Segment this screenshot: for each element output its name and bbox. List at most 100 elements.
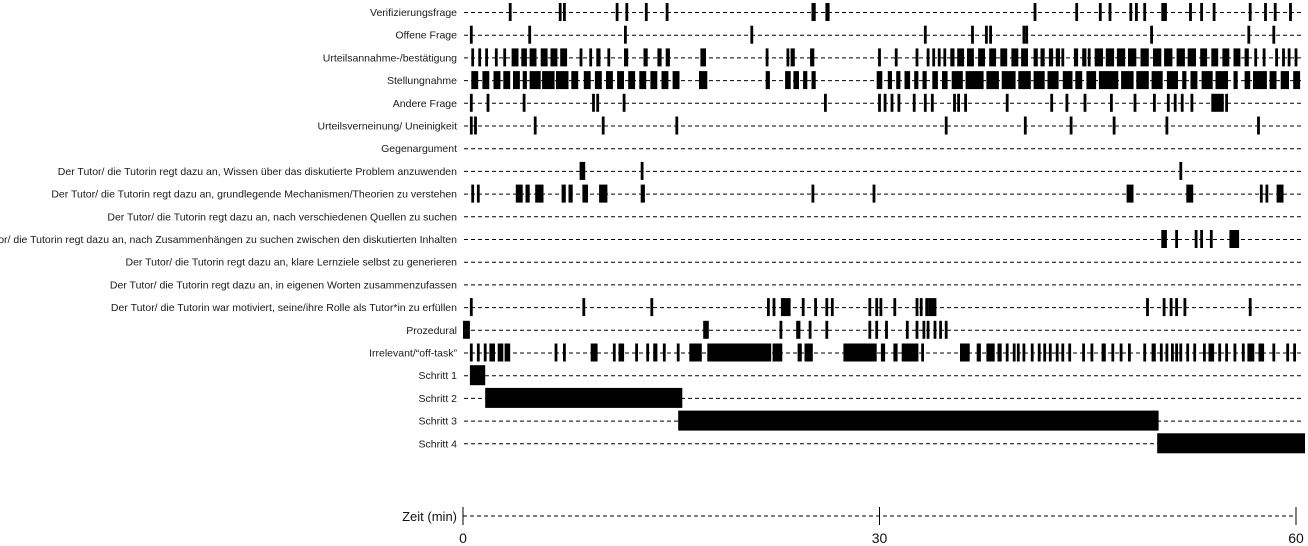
event-bar (971, 25, 974, 44)
event-bar (1164, 48, 1173, 67)
event-bar (780, 298, 791, 317)
event-bar (868, 298, 872, 317)
event-bar (1050, 93, 1054, 112)
event-bar (942, 71, 948, 90)
event-bar (525, 184, 530, 203)
event-bar (601, 116, 605, 135)
event-bar (503, 71, 511, 90)
row-label: Offene Frage (395, 30, 457, 42)
event-bar (1273, 3, 1277, 21)
event-bar (914, 71, 919, 90)
event-bar (1108, 3, 1112, 21)
event-bar (779, 320, 783, 339)
event-bar (1082, 48, 1087, 67)
event-bar (640, 184, 645, 203)
timeline-row: Der Tutor/ die Tutorin war motiviert, se… (111, 298, 1304, 317)
event-bar (535, 184, 544, 203)
row-label: Der Tutor/ die Tutorin regt dazu an, nac… (0, 234, 457, 246)
event-bar (676, 343, 680, 362)
event-bar (897, 93, 901, 112)
event-bar (1001, 71, 1016, 90)
event-bar (1128, 48, 1137, 67)
row-label: Prozedural (406, 325, 457, 337)
event-bar (1175, 230, 1178, 248)
row-label: Schritt 2 (418, 393, 457, 405)
event-bar (1055, 48, 1060, 67)
row-label: Der Tutor/ die Tutorin regt dazu an, kla… (125, 257, 457, 269)
event-bar (1047, 71, 1059, 90)
event-bar (542, 71, 555, 90)
event-bar (811, 184, 815, 203)
event-bar (1169, 298, 1173, 317)
event-bar (814, 298, 817, 317)
event-bar (1254, 48, 1258, 67)
event-bar (640, 161, 644, 180)
event-bar (471, 184, 475, 203)
event-bar (944, 116, 948, 135)
event-bar (1272, 25, 1276, 44)
event-bar (893, 298, 897, 317)
event-bar (960, 343, 970, 362)
event-bar (1293, 71, 1301, 90)
event-bar (915, 48, 919, 67)
row-label: Urteilsverneinung/ Uneinigkeit (318, 121, 458, 133)
event-bar (1033, 3, 1037, 21)
event-bar (1233, 48, 1241, 67)
event-bar (1248, 3, 1252, 21)
timeline-row: Schritt 3 (418, 410, 1304, 431)
event-bar (1289, 3, 1292, 21)
event-bar (1075, 71, 1083, 90)
event-bar (939, 320, 942, 339)
event-bar (528, 25, 532, 44)
event-bar (1030, 343, 1034, 362)
event-bar (489, 343, 495, 362)
event-bar (1286, 343, 1290, 362)
event-bar (1247, 25, 1251, 44)
time-axis: Zeit (min) 0 30 60 (402, 507, 1304, 546)
event-bar (803, 71, 808, 90)
event-bar (1208, 343, 1215, 362)
event-bar (471, 71, 479, 90)
event-bar (1111, 343, 1115, 362)
event-bar (1151, 343, 1156, 362)
event-bar (1094, 48, 1103, 67)
event-bar (1244, 71, 1251, 90)
event-bar (824, 93, 827, 112)
event-bar (1276, 184, 1284, 203)
event-bar (922, 71, 927, 90)
event-bar (463, 320, 470, 339)
event-bar (590, 343, 598, 362)
event-bar (469, 93, 473, 112)
event-bar (1272, 343, 1276, 362)
event-bar (1189, 3, 1192, 21)
event-bar (508, 3, 512, 21)
event-bar (596, 93, 600, 112)
event-bar (582, 184, 588, 203)
event-bar (622, 93, 626, 112)
timeline-row: Der Tutor/ die Tutorin regt dazu an, in … (110, 279, 1304, 291)
event-bar (923, 25, 927, 44)
event-bar (469, 298, 473, 317)
event-bar (1159, 343, 1163, 362)
event-bar (476, 343, 480, 362)
event-bar (1162, 298, 1166, 317)
event-bar (875, 298, 879, 317)
event-bar (933, 320, 937, 339)
timeline-row: Gegenargument (381, 143, 1304, 155)
event-bar (1175, 298, 1178, 317)
event-bar (893, 343, 898, 362)
row-label: Der Tutor/ die Tutorin regt dazu an, Wis… (58, 166, 457, 178)
event-bar (607, 48, 611, 67)
event-bar (521, 48, 527, 67)
event-bar (1033, 48, 1038, 67)
event-bar (1293, 343, 1296, 362)
event-bar (1183, 298, 1187, 317)
event-bar (503, 48, 507, 67)
event-bar (579, 161, 586, 180)
event-bar (1165, 343, 1169, 362)
event-bar (599, 184, 608, 203)
event-bar (1065, 93, 1069, 112)
event-bar (511, 48, 519, 67)
event-bar (921, 343, 924, 362)
event-bar (1043, 343, 1047, 362)
